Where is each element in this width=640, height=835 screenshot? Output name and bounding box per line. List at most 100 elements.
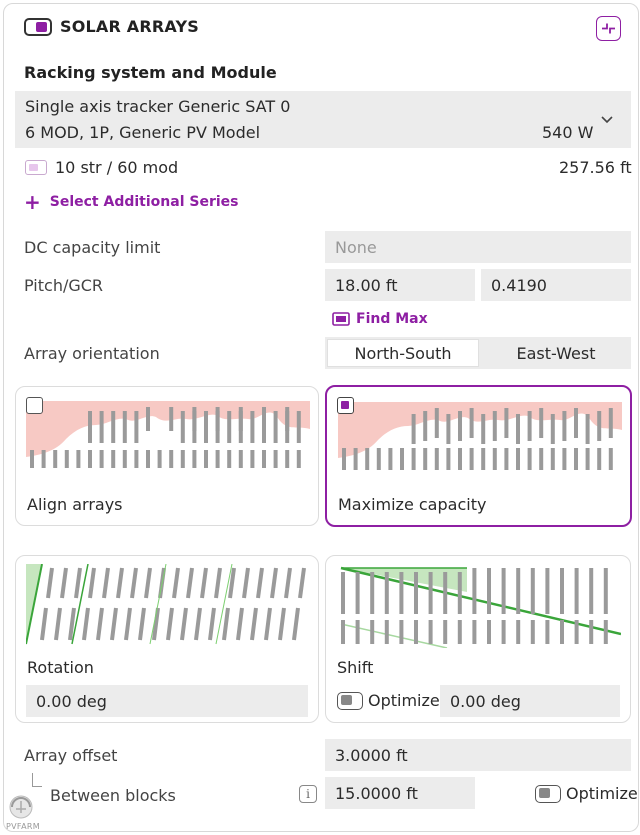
rotated-rod — [116, 567, 124, 599]
array-rod — [273, 450, 278, 468]
rotated-rod — [284, 567, 292, 599]
find-max-icon — [332, 312, 350, 326]
array-rod — [411, 414, 416, 444]
array-rod — [296, 411, 301, 443]
maximize-capacity-card[interactable]: Maximize capacity — [325, 385, 632, 527]
array-rod — [585, 414, 590, 444]
array-rod — [111, 411, 116, 443]
array-rod — [434, 448, 439, 470]
pitch-gcr-label: Pitch/GCR — [24, 276, 104, 295]
shift-optimize-toggle[interactable] — [337, 692, 363, 710]
array-rod — [169, 450, 174, 468]
array-rod — [504, 448, 509, 470]
info-icon[interactable]: i — [299, 785, 317, 803]
shift-illustration — [340, 566, 621, 648]
rotated-rod — [208, 607, 216, 641]
rotated-rod — [152, 607, 160, 641]
array-rod — [285, 407, 290, 431]
array-rod — [227, 411, 232, 443]
align-arrays-checkbox[interactable] — [26, 397, 43, 414]
racking-select[interactable]: Single axis tracker Generic SAT 0 6 MOD,… — [15, 91, 631, 148]
plus-icon: + — [24, 190, 41, 214]
between-blocks-optimize-toggle[interactable] — [535, 785, 561, 803]
array-rod — [492, 448, 497, 470]
solar-arrays-toggle[interactable] — [24, 18, 52, 36]
rotated-rod — [264, 607, 272, 641]
array-rod — [192, 450, 197, 468]
panel-title: SOLAR ARRAYS — [60, 17, 199, 36]
array-rod — [550, 448, 555, 470]
rotated-rod — [172, 567, 180, 599]
rotated-rod — [54, 607, 62, 641]
array-rod — [262, 450, 266, 468]
array-rod — [146, 450, 150, 468]
gcr-input[interactable]: 0.4190 — [481, 269, 631, 301]
rotated-rod — [298, 567, 306, 599]
dc-capacity-input[interactable]: None — [325, 231, 631, 263]
orientation-north-south[interactable]: North-South — [327, 339, 479, 367]
rotated-rod — [46, 567, 54, 599]
array-rod — [585, 448, 590, 470]
rotation-input[interactable]: 0.00 deg — [26, 685, 308, 717]
array-rod — [88, 450, 92, 468]
module-power: 540 W — [542, 123, 594, 142]
rotated-rod — [102, 567, 110, 599]
find-max-label: Find Max — [356, 311, 428, 327]
array-offset-input[interactable]: 3.0000 ft — [325, 739, 631, 771]
find-max-button[interactable]: Find Max — [332, 311, 428, 327]
rotated-rod — [180, 607, 188, 641]
array-rod — [388, 448, 393, 470]
shift-optimize-label: Optimize — [368, 691, 440, 710]
array-rod — [180, 411, 185, 443]
rotated-rod — [222, 607, 230, 641]
array-rod — [204, 450, 208, 468]
array-rod — [227, 450, 232, 468]
shift-input[interactable]: 0.00 deg — [440, 685, 620, 717]
array-rod — [446, 414, 451, 444]
array-rod — [562, 448, 567, 470]
array-rod — [204, 411, 208, 443]
series-label: 10 str / 60 mod — [55, 158, 179, 177]
array-rod — [423, 411, 428, 441]
array-rod — [597, 411, 602, 441]
array-rod — [273, 411, 278, 443]
rotated-rod — [88, 567, 96, 599]
pitch-input[interactable]: 18.00 ft — [325, 269, 475, 301]
rotated-rod — [68, 607, 76, 641]
rotated-rod — [256, 567, 264, 599]
array-rod — [608, 448, 613, 470]
rotated-rod — [200, 567, 208, 599]
array-rod — [99, 450, 104, 468]
array-rod — [122, 411, 127, 443]
array-rod — [423, 448, 428, 470]
array-rod — [527, 448, 532, 470]
racking-line1: Single axis tracker Generic SAT 0 — [25, 97, 291, 116]
racking-section-label: Racking system and Module — [24, 63, 277, 82]
rotation-label: Rotation — [27, 658, 94, 677]
rotated-rod — [60, 567, 68, 599]
rotated-rod — [278, 607, 286, 641]
orientation-east-west[interactable]: East-West — [516, 343, 596, 363]
array-rod — [250, 450, 255, 468]
array-rod — [516, 448, 520, 470]
array-orientation-label: Array orientation — [24, 344, 160, 363]
between-blocks-input[interactable]: 15.0000 ft — [325, 777, 475, 809]
array-rod — [539, 448, 544, 470]
array-rod — [122, 450, 127, 468]
array-rod — [215, 407, 220, 431]
rotated-rod — [110, 607, 118, 641]
array-offset-label: Array offset — [24, 746, 118, 765]
series-swatch — [25, 160, 47, 175]
racking-line2: 6 MOD, 1P, Generic PV Model — [25, 123, 261, 142]
align-arrays-card[interactable]: Align arrays — [15, 386, 319, 526]
align-arrays-label: Align arrays — [27, 495, 123, 514]
select-additional-series-link[interactable]: + Select Additional Series — [24, 190, 239, 214]
array-rod — [134, 411, 139, 443]
rotated-rod — [228, 567, 236, 599]
collapse-button[interactable] — [596, 16, 621, 41]
array-rod — [539, 408, 544, 438]
array-rod — [99, 411, 104, 443]
maximize-capacity-checkbox[interactable] — [337, 397, 354, 414]
rotated-rod — [242, 567, 250, 599]
rotated-rod — [186, 567, 194, 599]
